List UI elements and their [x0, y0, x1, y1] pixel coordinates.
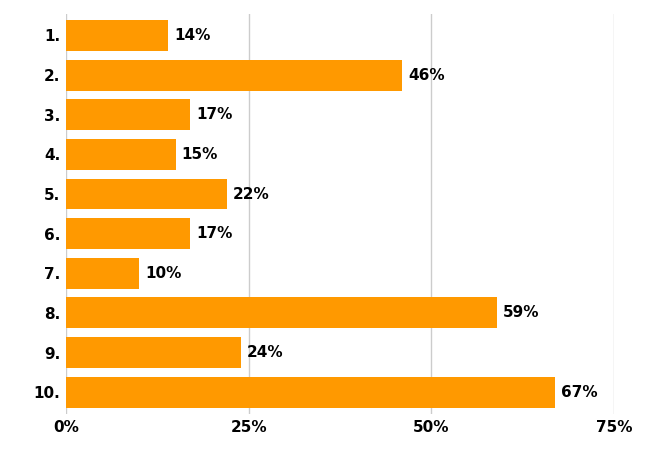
Bar — [66, 178, 226, 209]
Bar — [66, 99, 190, 130]
Text: 67%: 67% — [561, 385, 598, 400]
Text: 17%: 17% — [196, 107, 232, 122]
Bar — [66, 258, 139, 289]
Text: 59%: 59% — [503, 305, 539, 320]
Text: 17%: 17% — [196, 226, 232, 241]
Bar — [66, 337, 242, 368]
Text: 10%: 10% — [145, 266, 182, 281]
Bar — [66, 218, 190, 249]
Text: 22%: 22% — [232, 187, 269, 202]
Bar — [66, 298, 497, 329]
Bar — [66, 377, 555, 408]
Text: 24%: 24% — [247, 345, 284, 360]
Bar — [66, 20, 168, 51]
Text: 15%: 15% — [182, 147, 218, 162]
Bar — [66, 139, 176, 170]
Text: 46%: 46% — [408, 68, 444, 83]
Text: 14%: 14% — [174, 28, 211, 43]
Bar — [66, 60, 402, 91]
